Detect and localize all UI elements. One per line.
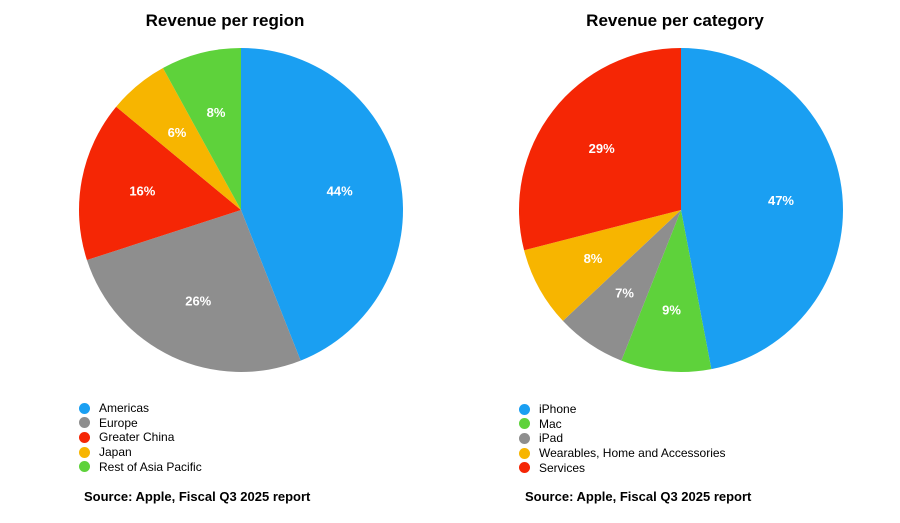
legend-item-services: Services [519, 460, 726, 475]
pie-slice-europe [86, 210, 301, 372]
source-note: Source: Apple, Fiscal Q3 2025 report [84, 489, 311, 504]
category-chart-panel: Revenue per category 47% 9% 7% 8% 29% iPhone… [450, 0, 900, 523]
slice-label-services: 29% [589, 141, 615, 156]
legend-label: Greater China [99, 430, 175, 445]
slice-label-mac: 9% [662, 302, 681, 317]
legend-item-japan: Japan [79, 445, 202, 460]
legend-swatch [79, 446, 90, 458]
legend-swatch [519, 403, 530, 415]
pie-slice-greater-china [78, 106, 241, 261]
pie-slice-americas [241, 48, 403, 361]
pie-slice-iphone [681, 48, 843, 370]
legend-item-mac: Mac [519, 417, 726, 432]
legend-item-greater-china: Greater China [79, 430, 202, 445]
legend-swatch [79, 431, 90, 443]
legend-label: Services [539, 460, 586, 475]
legend-label: iPad [539, 431, 564, 446]
slice-label-europe: 26% [185, 293, 211, 308]
legend-swatch [519, 432, 530, 444]
slice-label-iphone: 47% [768, 193, 794, 208]
region-legend: Americas Europe Greater China Japan Rest of … [79, 401, 202, 474]
legend-item-ipad: iPad [519, 431, 726, 446]
pie-slice-mac [621, 210, 712, 372]
chart-title: Revenue per category [586, 11, 764, 30]
pie-slice-ipad [562, 210, 681, 361]
slice-label-wearables-home-and-accessories: 8% [584, 251, 603, 266]
pie-slice-japan [116, 68, 241, 210]
slice-label-americas: 44% [327, 184, 353, 199]
legend-swatch [79, 417, 90, 429]
slice-label-greater-china: 16% [129, 184, 155, 199]
pie-slice-wearables-home-and-accessories [524, 210, 681, 321]
legend-item-rest-of-asia-pacific: Rest of Asia Pacific [79, 459, 202, 474]
pie-slice-rest-of-asia-pacific [162, 48, 241, 210]
legend-label: Americas [99, 401, 150, 416]
legend-swatch [79, 461, 90, 473]
category-pie-chart: 47% 9% 7% 8% 29% [519, 48, 843, 372]
legend-item-wearables-home-and-accessories: Wearables, Home and Accessories [519, 446, 726, 461]
legend-swatch [519, 418, 530, 430]
chart-title: Revenue per region [145, 11, 305, 30]
legend-item-americas: Americas [79, 401, 202, 416]
slice-label-rest-of-asia-pacific: 8% [207, 105, 226, 120]
legend-label: Japan [99, 445, 132, 460]
legend-item-europe: Europe [79, 416, 202, 431]
region-chart-panel: Revenue per region 44% 26% 16% 6% 8% America… [78, 11, 403, 504]
slice-label-japan: 6% [168, 125, 187, 140]
legend-swatch [519, 447, 530, 459]
legend-swatch [519, 462, 530, 474]
legend-swatch [79, 402, 90, 414]
legend-label: Rest of Asia Pacific [99, 459, 202, 474]
slice-label-ipad: 7% [615, 286, 634, 301]
legend-label: Europe [99, 415, 138, 430]
category-legend: iPhone Mac iPad Wearables, Home and Accesso… [519, 402, 726, 475]
source-note: Source: Apple, Fiscal Q3 2025 report [525, 489, 752, 504]
legend-label: Wearables, Home and Accessories [539, 446, 726, 461]
legend-label: Mac [539, 416, 562, 431]
legend-item-iphone: iPhone [519, 402, 726, 417]
region-pie-chart: 44% 26% 16% 6% 8% [78, 48, 403, 372]
pie-slice-services [519, 48, 681, 251]
legend-label: iPhone [539, 402, 577, 417]
